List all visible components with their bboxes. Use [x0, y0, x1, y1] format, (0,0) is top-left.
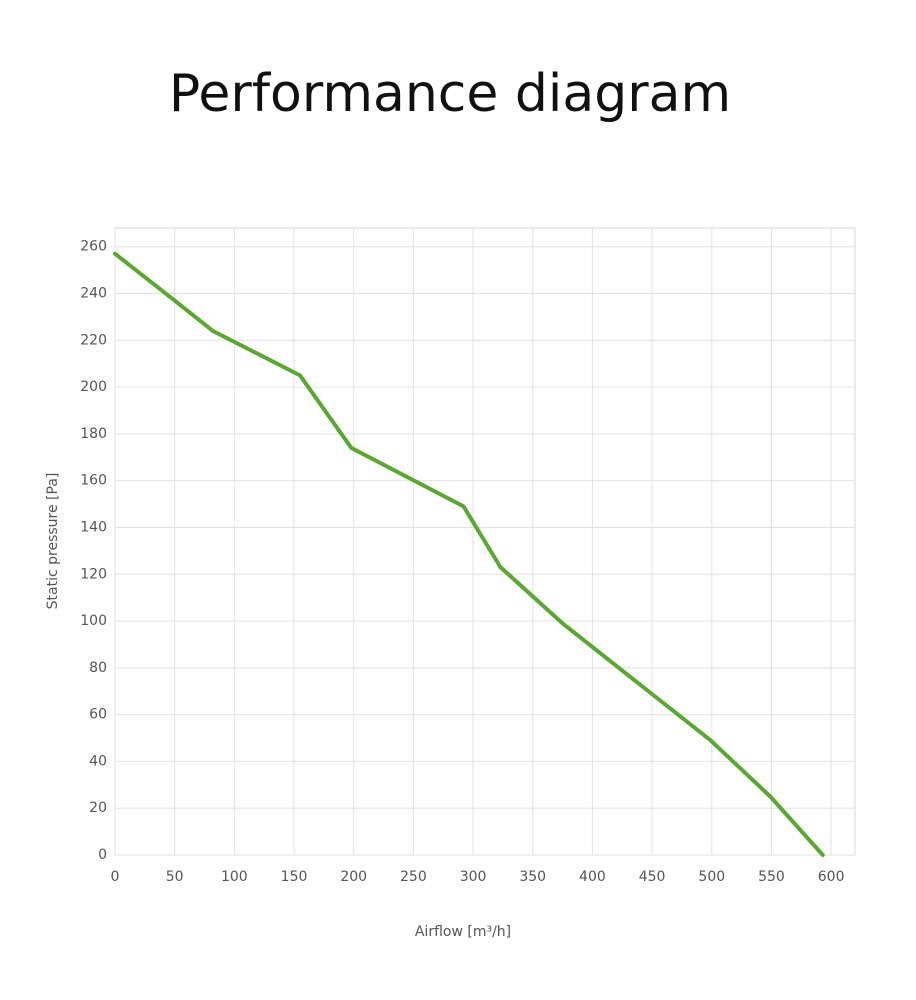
- y-tick-label: 0: [98, 847, 107, 863]
- x-tick-label: 0: [111, 869, 120, 885]
- chart-title: Performance diagram: [169, 64, 731, 124]
- x-tick-label: 250: [400, 869, 427, 885]
- x-tick-label: 50: [166, 869, 184, 885]
- x-tick-label: 200: [340, 869, 367, 885]
- y-tick-label: 240: [80, 286, 107, 302]
- x-tick-label: 600: [818, 869, 845, 885]
- x-tick-label: 150: [281, 869, 308, 885]
- y-tick-label: 120: [80, 566, 107, 582]
- x-tick-label: 350: [519, 869, 546, 885]
- x-tick-label: 450: [639, 869, 666, 885]
- y-tick-label: 220: [80, 332, 107, 348]
- y-tick-label: 180: [80, 426, 107, 442]
- x-tick-label: 400: [579, 869, 606, 885]
- line-series: [113, 251, 825, 857]
- x-tick-label: 500: [698, 869, 725, 885]
- y-tick-label: 140: [80, 519, 107, 535]
- y-tick-label: 200: [80, 379, 107, 395]
- y-axis-label: Static pressure [Pa]: [45, 473, 61, 610]
- x-tick-label: 100: [221, 869, 248, 885]
- x-tick-label: 550: [758, 869, 785, 885]
- y-tick-label: 80: [89, 660, 107, 676]
- y-tick-label: 260: [80, 239, 107, 255]
- x-tick-label: 300: [460, 869, 487, 885]
- x-axis-label: Airflow [m³/h]: [415, 924, 511, 940]
- y-tick-label: 160: [80, 473, 107, 489]
- y-tick-label: 100: [80, 613, 107, 629]
- y-tick-label: 40: [89, 753, 107, 769]
- y-tick-label: 20: [89, 800, 107, 816]
- y-tick-label: 60: [89, 707, 107, 723]
